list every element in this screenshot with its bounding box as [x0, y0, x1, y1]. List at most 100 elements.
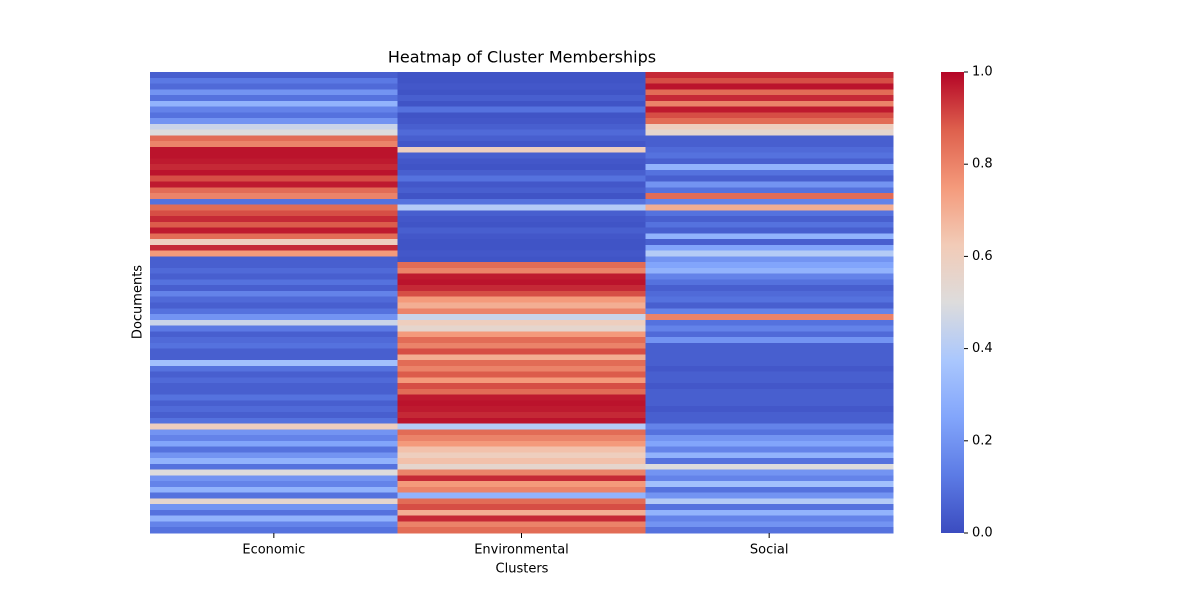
heatmap-cell — [150, 458, 399, 465]
heatmap-cell — [150, 118, 399, 125]
heatmap-cell — [397, 262, 646, 269]
heatmap-cell — [150, 302, 399, 309]
heatmap-cell — [150, 383, 399, 390]
heatmap-cell — [397, 308, 646, 315]
heatmap-cell — [645, 135, 894, 142]
heatmap-cell — [645, 388, 894, 396]
heatmap-cell — [150, 435, 399, 442]
heatmap-cell — [397, 486, 646, 494]
heatmap-cell — [397, 256, 646, 263]
heatmap-cell — [397, 279, 646, 286]
heatmap-cell — [397, 521, 646, 528]
heatmap-cell — [645, 250, 894, 257]
colorbar-tick-label: 0.8 — [972, 157, 993, 172]
colorbar-tick-label: 0.6 — [972, 249, 993, 264]
heatmap-cell — [645, 429, 894, 436]
heatmap-cell — [397, 504, 646, 511]
heatmap-cell — [150, 95, 399, 102]
heatmap-cell — [150, 319, 399, 327]
heatmap-cell — [645, 106, 894, 113]
colorbar-tick-label: 1.0 — [972, 65, 993, 80]
heatmap-cell — [397, 175, 646, 182]
heatmap-cell — [150, 527, 399, 534]
heatmap-cell — [397, 164, 646, 171]
heatmap-cell — [397, 331, 646, 338]
heatmap-cell — [150, 406, 399, 413]
heatmap-cell — [397, 371, 646, 378]
heatmap-cell — [150, 158, 399, 165]
heatmap-cell — [645, 89, 894, 96]
heatmap-cell — [645, 452, 894, 459]
heatmap-cell — [150, 296, 399, 303]
heatmap-cell — [150, 475, 399, 482]
heatmap-cell — [150, 354, 399, 361]
heatmap-cell — [397, 181, 646, 188]
heatmap-cell — [150, 452, 399, 459]
heatmap-cell — [150, 423, 399, 430]
heatmap-cell — [150, 411, 399, 419]
heatmap-cell — [645, 377, 894, 384]
heatmap-cell — [397, 383, 646, 390]
heatmap-cell — [645, 77, 894, 85]
heatmap-cell — [150, 152, 399, 159]
heatmap-cell — [645, 227, 894, 234]
heatmap-cell — [397, 452, 646, 459]
heatmap-cell — [150, 481, 399, 488]
heatmap-cell — [397, 417, 646, 425]
heatmap-cell — [397, 498, 646, 505]
x-tick-label: Social — [750, 543, 789, 558]
heatmap-cell — [645, 446, 894, 453]
heatmap-cell — [397, 377, 646, 384]
heatmap-cell — [397, 388, 646, 396]
heatmap-cell — [397, 239, 646, 246]
heatmap-cell — [397, 440, 646, 448]
heatmap-cell — [397, 354, 646, 361]
heatmap-cell — [150, 308, 399, 315]
heatmap-cell — [397, 446, 646, 453]
heatmap-cell — [645, 337, 894, 344]
heatmap-cell — [397, 360, 646, 367]
heatmap-cell — [645, 463, 894, 471]
heatmap-cell — [150, 463, 399, 471]
heatmap-cell — [150, 216, 399, 223]
x-tick-label: Economic — [242, 543, 305, 558]
heatmap-cell — [645, 216, 894, 223]
heatmap-cell — [150, 175, 399, 182]
heatmap-cell — [150, 365, 399, 373]
heatmap-cell — [645, 342, 894, 350]
heatmap-cell — [397, 193, 646, 200]
heatmap-cell — [397, 118, 646, 125]
heatmap-cell — [397, 146, 646, 154]
heatmap-cell — [397, 475, 646, 482]
heatmap-cell — [150, 388, 399, 396]
heatmap-cell — [645, 83, 894, 90]
heatmap-cell — [150, 360, 399, 367]
heatmap-cell — [150, 273, 399, 280]
heatmap-cell — [150, 509, 399, 517]
heatmap-cell — [397, 106, 646, 113]
heatmap-cell — [645, 193, 894, 200]
heatmap-cell — [397, 221, 646, 229]
heatmap-cell — [150, 221, 399, 229]
heatmap-cell — [645, 521, 894, 528]
heatmap-cell — [150, 521, 399, 528]
heatmap-cell — [150, 239, 399, 246]
heatmap-cell — [150, 429, 399, 436]
heatmap-cell — [645, 365, 894, 373]
heatmap-cell — [645, 181, 894, 188]
heatmap-cell — [645, 411, 894, 419]
heatmap-cell — [397, 296, 646, 303]
heatmap-cell — [397, 400, 646, 407]
heatmap-cell — [150, 72, 399, 79]
heatmap-cell — [645, 371, 894, 378]
heatmap-cell — [645, 233, 894, 240]
heatmap-cell — [645, 285, 894, 292]
heatmap-cells — [150, 72, 894, 534]
heatmap-cell — [397, 267, 646, 275]
heatmap-cell — [645, 204, 894, 211]
heatmap-cell — [397, 290, 646, 298]
heatmap-cell — [397, 515, 646, 522]
heatmap-cell — [645, 440, 894, 448]
heatmap-cell — [645, 325, 894, 332]
heatmap-cell — [397, 72, 646, 79]
